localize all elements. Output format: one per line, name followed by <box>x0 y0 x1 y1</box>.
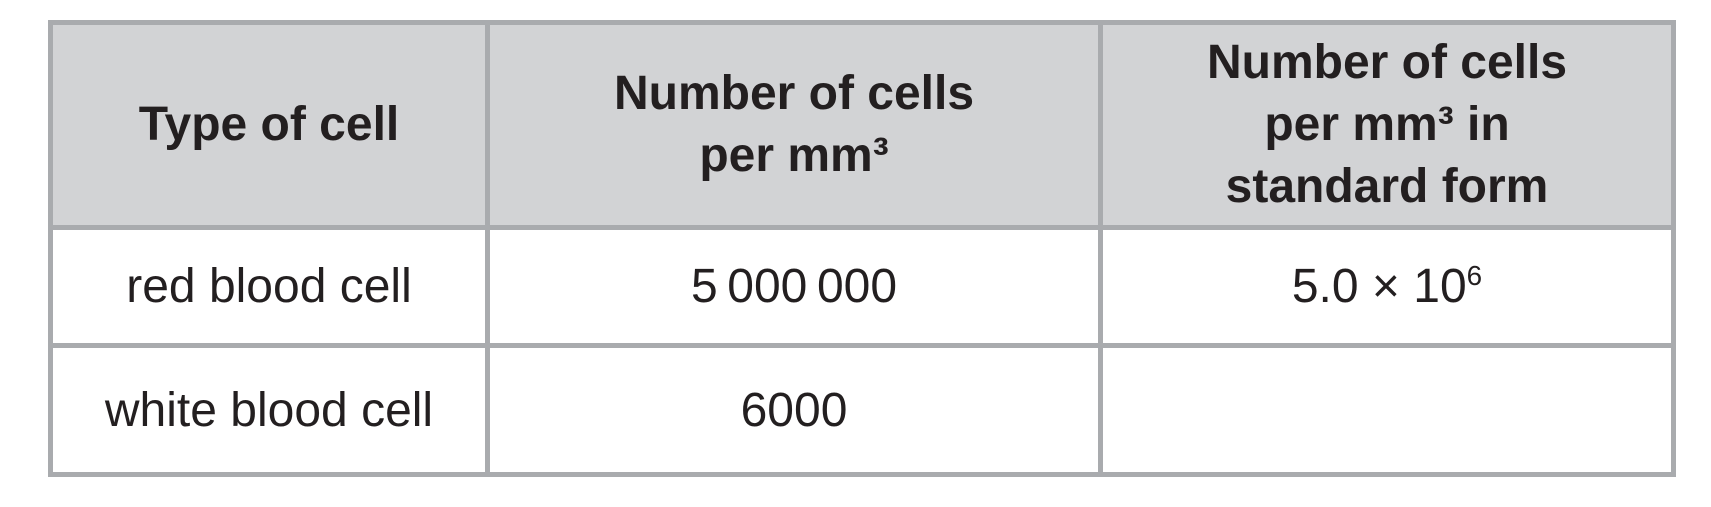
header-standard-form: Number of cells per mm³ in standard form <box>1098 20 1676 230</box>
cell-type: red blood cell <box>48 225 490 348</box>
cell-count: 5 000 000 <box>485 225 1103 348</box>
cell-standard-form-empty <box>1098 343 1676 477</box>
header-type-of-cell: Type of cell <box>48 20 490 230</box>
cell-count: 6000 <box>485 343 1103 477</box>
cell-standard-form: 5.0 × 106 <box>1098 225 1676 348</box>
standard-form-exponent: 6 <box>1466 259 1483 291</box>
table-row-red-blood-cell: red blood cell 5 000 000 5.0 × 106 <box>48 225 1676 348</box>
cell-type: white blood cell <box>48 343 490 477</box>
blood-cells-table: Type of cell Number of cells per mm³ Num… <box>48 20 1676 477</box>
table-container: Type of cell Number of cells per mm³ Num… <box>48 20 1676 477</box>
standard-form-base: 5.0 × 10 <box>1291 260 1467 313</box>
table-row-white-blood-cell: white blood cell 6000 <box>48 343 1676 477</box>
header-row: Type of cell Number of cells per mm³ Num… <box>48 20 1676 230</box>
header-number-of-cells: Number of cells per mm³ <box>485 20 1103 230</box>
